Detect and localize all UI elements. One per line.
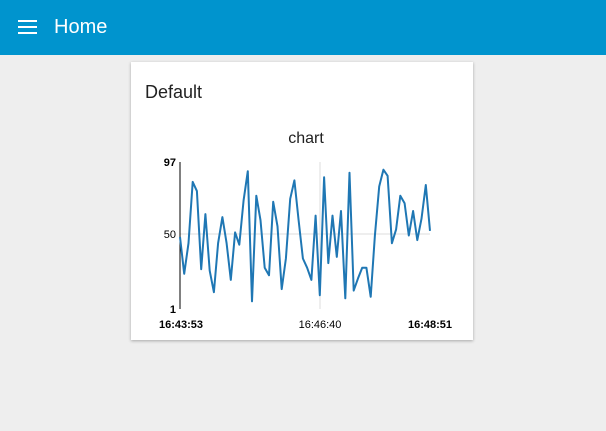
top-toolbar: Home xyxy=(0,0,606,55)
page-title: Home xyxy=(54,16,108,38)
y-tick-label: 1 xyxy=(170,304,176,316)
x-tick-label: 16:48:51 xyxy=(408,319,452,331)
series-line xyxy=(179,168,431,303)
hamburger-menu-icon[interactable] xyxy=(18,19,38,35)
group-title: Default xyxy=(145,82,203,102)
x-tick-label: 16:46:40 xyxy=(299,319,342,331)
y-tick-label: 97 xyxy=(164,157,176,169)
y-tick-label: 50 xyxy=(164,229,176,241)
line-chart: chart 97 50 1 16:43:53 16:46:40 16:48:51 xyxy=(159,130,452,331)
group-card-default: Default chart 97 50 1 16:43:53 16:46:40 16:48… xyxy=(131,62,473,340)
x-tick-label: 16:43:53 xyxy=(159,319,203,331)
chart-title: chart xyxy=(288,130,324,147)
